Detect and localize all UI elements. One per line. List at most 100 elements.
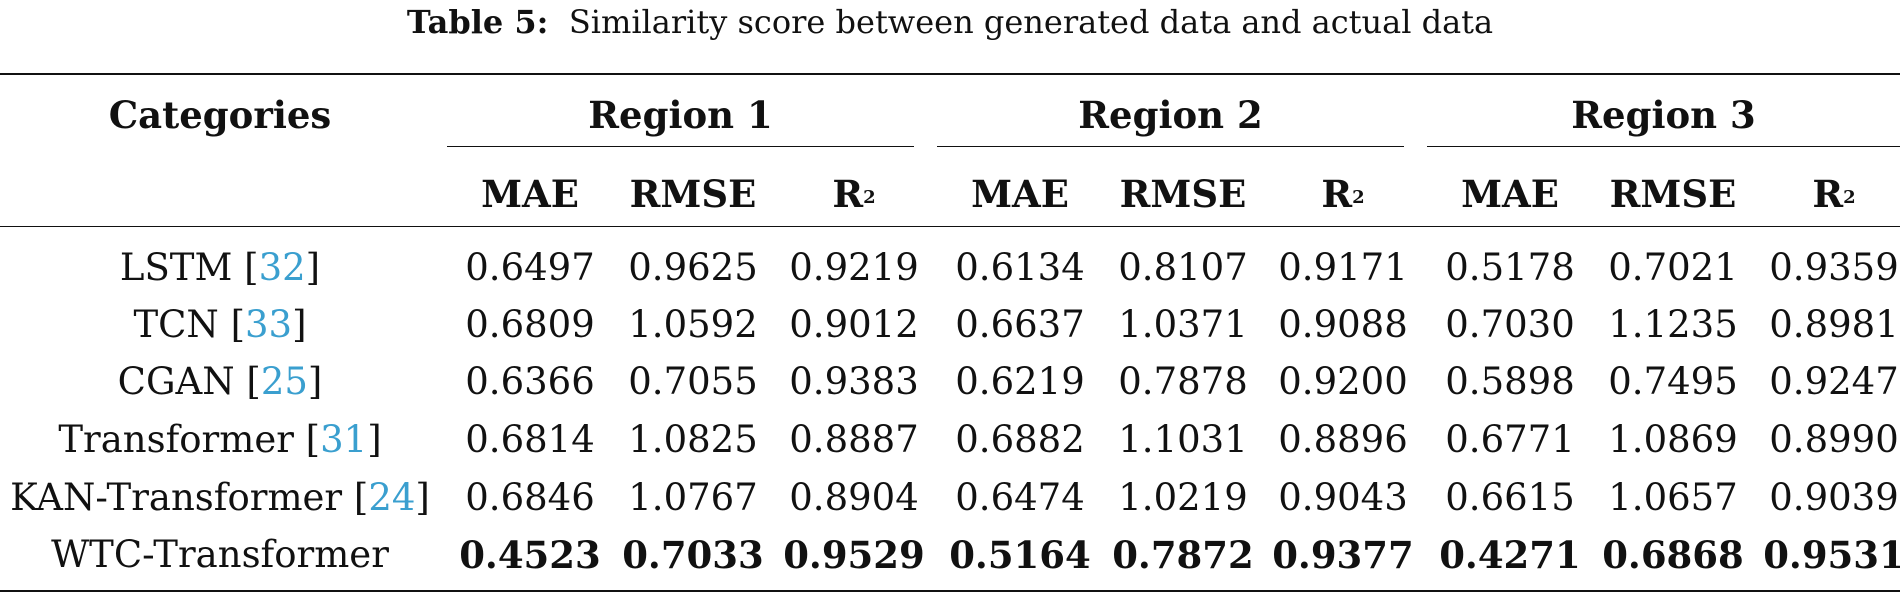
- table-cell: 0.8990: [1769, 418, 1899, 461]
- category-name: WTC-Transformer: [51, 533, 389, 576]
- table-cell: 0.4271: [1439, 533, 1581, 577]
- metric-label: RMSE: [1609, 172, 1737, 216]
- table-cell: 0.5178: [1445, 246, 1575, 289]
- metric-superscript: 2: [863, 187, 876, 208]
- table-cell: 0.9625: [628, 246, 758, 289]
- table-cell: 0.8107: [1118, 246, 1248, 289]
- table-cell: 0.9359: [1769, 246, 1899, 289]
- metric-label: MAE: [481, 172, 579, 216]
- table-cell: 0.5898: [1445, 360, 1575, 403]
- region-3-header: Region 3: [1571, 93, 1756, 137]
- table-cell: 1.0767: [628, 476, 758, 519]
- metric-header-region-1-r: R2: [779, 172, 929, 216]
- table-cell: 0.6882: [955, 418, 1085, 461]
- table-cell: 0.9039: [1769, 476, 1899, 519]
- table-cell: 1.1235: [1608, 303, 1738, 346]
- table-cell: 0.5164: [949, 533, 1091, 577]
- row-category: Transformer [31]: [58, 418, 382, 461]
- table-cell: 0.7033: [622, 533, 764, 577]
- table-cell: 0.7872: [1112, 533, 1254, 577]
- metric-label: MAE: [1461, 172, 1559, 216]
- table-cell: 0.9088: [1278, 303, 1408, 346]
- table-cell: 0.6366: [465, 360, 595, 403]
- citation-link[interactable]: 31: [320, 418, 368, 461]
- metric-header-region-3-r: R2: [1759, 172, 1900, 216]
- header-rule: [0, 226, 1900, 227]
- table-cell: 0.9043: [1278, 476, 1408, 519]
- table-cell: 1.0371: [1118, 303, 1248, 346]
- table-cell: 1.0592: [628, 303, 758, 346]
- metric-label: R: [1812, 172, 1844, 216]
- table-cell: 0.6219: [955, 360, 1085, 403]
- category-name: LSTM: [119, 246, 233, 289]
- table-cell: 0.7495: [1608, 360, 1738, 403]
- category-name: Transformer: [58, 418, 294, 461]
- table-cell: 0.6637: [955, 303, 1085, 346]
- table-cell: 0.7021: [1608, 246, 1738, 289]
- metric-label: R: [1321, 172, 1353, 216]
- region-2-rule: [937, 146, 1404, 147]
- table-cell: 1.0657: [1608, 476, 1738, 519]
- table-cell: 0.4523: [459, 533, 601, 577]
- metric-header-region-1-mae: MAE: [455, 172, 605, 216]
- caption-text: Similarity score between generated data …: [568, 3, 1494, 41]
- metric-header-region-2-rmse: RMSE: [1108, 172, 1258, 216]
- metric-header-region-1-rmse: RMSE: [618, 172, 768, 216]
- table-cell: 1.0869: [1608, 418, 1738, 461]
- citation-link[interactable]: 24: [368, 476, 416, 519]
- region-3-rule: [1427, 146, 1900, 147]
- table-cell: 0.9377: [1272, 533, 1414, 577]
- table-cell: 0.8981: [1769, 303, 1899, 346]
- row-category: KAN-Transformer [24]: [10, 476, 430, 519]
- category-name: KAN-Transformer: [10, 476, 343, 519]
- metric-label: MAE: [971, 172, 1069, 216]
- table-cell: 0.6771: [1445, 418, 1575, 461]
- metric-label: R: [832, 172, 864, 216]
- table-cell: 0.6868: [1602, 533, 1744, 577]
- table-cell: 0.9247: [1769, 360, 1899, 403]
- row-category: WTC-Transformer: [0, 533, 440, 577]
- category-name: CGAN: [117, 360, 235, 403]
- region-1-header: Region 1: [588, 93, 773, 137]
- category-name: TCN: [133, 303, 219, 346]
- metric-header-region-2-r: R2: [1268, 172, 1418, 216]
- table-cell: 0.6814: [465, 418, 595, 461]
- caption-label: Table 5:: [406, 3, 549, 41]
- table-cell: 1.1031: [1118, 418, 1248, 461]
- table-cell: 0.8896: [1278, 418, 1408, 461]
- table-cell: 1.0219: [1118, 476, 1248, 519]
- table-cell: 0.7030: [1445, 303, 1575, 346]
- table-cell: 0.9171: [1278, 246, 1408, 289]
- row-category: LSTM [32]: [119, 246, 321, 289]
- table-cell: 0.6846: [465, 476, 595, 519]
- table-cell: 0.9383: [789, 360, 919, 403]
- table-cell: 0.6809: [465, 303, 595, 346]
- table-cell: 0.9012: [789, 303, 919, 346]
- metric-header-region-3-rmse: RMSE: [1598, 172, 1748, 216]
- table-cell: 0.8887: [789, 418, 919, 461]
- table-cell: 0.6134: [955, 246, 1085, 289]
- row-category: CGAN [25]: [117, 360, 323, 403]
- table-cell: 0.6497: [465, 246, 595, 289]
- citation-link[interactable]: 33: [245, 303, 293, 346]
- bottom-rule: [0, 590, 1900, 592]
- metric-header-region-3-mae: MAE: [1435, 172, 1585, 216]
- table-cell: 0.9531: [1763, 533, 1900, 577]
- table-cell: 0.6474: [955, 476, 1085, 519]
- table-caption: Table 5: Similarity score between genera…: [0, 2, 1900, 42]
- citation-link[interactable]: 32: [258, 246, 306, 289]
- citation-link[interactable]: 25: [260, 360, 308, 403]
- table-cell: 0.9219: [789, 246, 919, 289]
- metric-label: RMSE: [1119, 172, 1247, 216]
- row-category: TCN [33]: [133, 303, 307, 346]
- metric-label: RMSE: [629, 172, 757, 216]
- table-cell: 1.0825: [628, 418, 758, 461]
- metric-superscript: 2: [1843, 187, 1856, 208]
- region-2-header: Region 2: [1078, 93, 1263, 137]
- top-rule: [0, 73, 1900, 75]
- metric-header-region-2-mae: MAE: [945, 172, 1095, 216]
- table-cell: 0.8904: [789, 476, 919, 519]
- table-cell: 0.7878: [1118, 360, 1248, 403]
- table-cell: 0.7055: [628, 360, 758, 403]
- table-cell: 0.9529: [783, 533, 925, 577]
